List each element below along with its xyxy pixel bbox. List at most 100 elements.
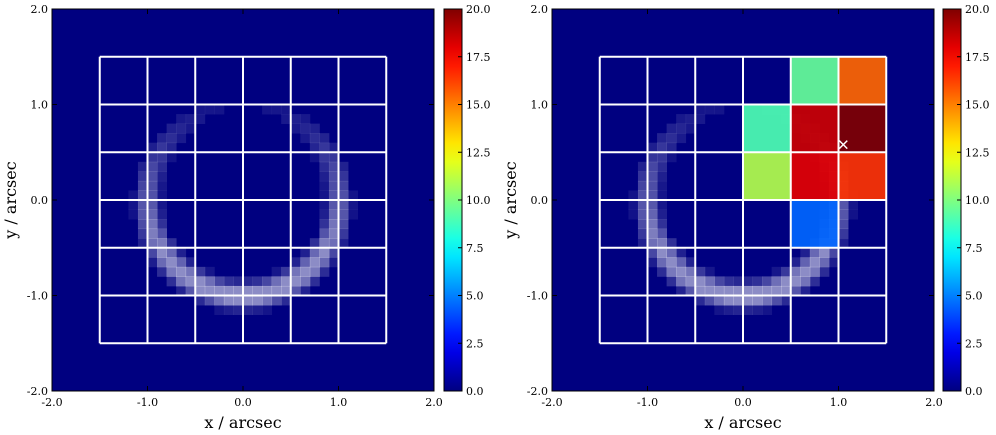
ring-pixel <box>328 257 339 268</box>
ring-pixel <box>723 305 734 315</box>
highlighted-cell <box>790 152 839 200</box>
ring-pixel <box>319 200 330 210</box>
ring-pixel <box>647 238 658 249</box>
ring-pixel <box>166 247 177 258</box>
ring-pixel <box>319 190 330 201</box>
ring-pixel <box>195 266 206 277</box>
ring-pixel <box>637 209 648 220</box>
y-tick-label: 0.0 <box>531 194 549 207</box>
ring-pixel <box>166 257 177 268</box>
ring-pixel <box>657 219 667 230</box>
ring-pixel <box>157 247 167 258</box>
colorbar-tick-label: 0.0 <box>965 385 983 398</box>
ring-pixel <box>657 238 667 249</box>
ring-pixel <box>214 295 225 306</box>
ring-pixel <box>647 247 658 258</box>
ring-pixel <box>628 190 639 201</box>
ring-pixel <box>290 123 301 134</box>
ring-pixel <box>790 266 801 277</box>
ring-pixel <box>328 190 339 201</box>
ring-pixel <box>819 247 830 258</box>
lensed-ring <box>128 104 358 315</box>
ring-pixel <box>166 152 177 163</box>
ring-pixel <box>166 133 177 144</box>
ring-pixel <box>166 123 177 134</box>
ring-pixel <box>743 295 753 306</box>
ring-pixel <box>223 295 234 306</box>
ring-pixel <box>819 257 830 268</box>
ring-pixel <box>657 190 667 201</box>
ring-pixel <box>838 209 849 220</box>
ring-pixel <box>176 247 187 258</box>
ring-pixel <box>666 133 677 144</box>
marker-stroke <box>838 140 848 150</box>
ring-pixel <box>338 190 349 201</box>
ring-pixel <box>290 266 301 277</box>
ring-pixel <box>733 295 744 306</box>
ring-pixel <box>657 247 667 258</box>
ring-pixel <box>771 276 782 287</box>
ring-pixel <box>733 285 744 296</box>
ring-pixel <box>685 123 696 134</box>
ring-pixel <box>137 209 148 220</box>
ring-pixel <box>137 180 148 191</box>
overlay-grid <box>598 55 888 345</box>
ring-pixel <box>685 276 696 287</box>
ring-pixel <box>223 276 234 287</box>
ring-pixel <box>637 161 648 172</box>
x-tick-label: -1.0 <box>637 396 658 409</box>
heatmap-panel-1: -2.0 -1.0 0.0 1.0 2.0 -2.0 -1.0 0.0 1.0 2.0 x / ar… <box>1 3 491 432</box>
colorbar-tick-label: 0.0 <box>466 385 484 398</box>
ring-pixel <box>781 285 792 296</box>
ring-pixel <box>147 180 158 191</box>
ring-pixel <box>338 228 349 239</box>
ring-pixel <box>166 276 177 287</box>
ring-pixel <box>647 209 658 220</box>
ring-pixel <box>328 200 339 210</box>
ring-pixel <box>328 161 339 172</box>
highlighted-cell <box>790 56 839 105</box>
ring-pixel <box>338 200 349 210</box>
ring-pixel <box>204 285 215 296</box>
ring-pixel <box>147 161 158 172</box>
ring-pixel <box>838 238 849 249</box>
ring-pixel <box>657 257 667 268</box>
ring-pixel <box>647 228 658 239</box>
colorbar-tick-label: 10.0 <box>965 194 990 207</box>
ring-pixel <box>685 285 696 296</box>
ring-pixel <box>800 247 811 258</box>
x-axis-title: x / arcsec <box>204 413 281 432</box>
ring-pixel <box>657 133 667 144</box>
highlighted-cell <box>743 152 791 200</box>
colorbar-tick-label: 15.0 <box>466 99 491 112</box>
ring-pixel <box>281 295 292 306</box>
ring-pixel <box>666 142 677 153</box>
colorbar-tick-label: 5.0 <box>965 290 983 303</box>
ring-pixel <box>309 257 320 268</box>
ring-pixel <box>685 266 696 277</box>
ring-pixel <box>319 161 330 172</box>
ring-pixel <box>657 266 667 277</box>
ring-pixel <box>233 305 244 315</box>
ring-pixel <box>328 238 339 249</box>
ring-pixel <box>637 228 648 239</box>
ring-pixel <box>637 190 648 201</box>
ring-pixel <box>185 266 196 277</box>
ring-pixel <box>800 266 811 277</box>
ring-pixel <box>647 171 658 182</box>
ring-pixel <box>214 285 225 296</box>
ring-pixel <box>166 238 177 249</box>
ring-pixel <box>147 171 158 182</box>
ring-pixel <box>828 257 839 268</box>
ring-pixel <box>252 285 263 296</box>
ring-pixel <box>685 257 696 268</box>
ring-pixel <box>157 133 167 144</box>
ring-pixel <box>743 276 753 287</box>
ring-pixel <box>300 276 311 287</box>
ring-pixel <box>137 228 148 239</box>
ring-pixel <box>666 276 677 287</box>
ring-pixel <box>723 276 734 287</box>
ring-pixel <box>319 142 330 153</box>
overlay-grid <box>98 55 388 345</box>
ring-pixel <box>243 276 253 287</box>
